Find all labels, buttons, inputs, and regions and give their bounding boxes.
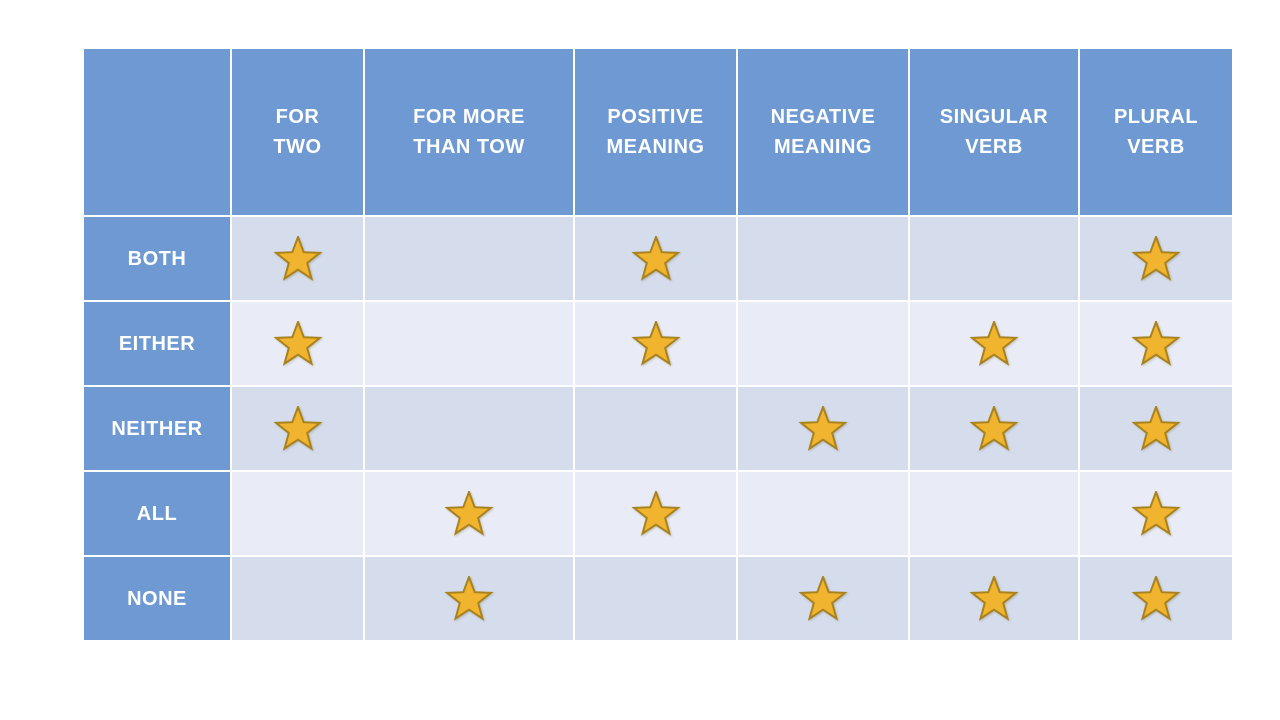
table-cell-starred xyxy=(736,385,910,472)
star-icon xyxy=(969,321,1019,366)
table-cell-starred xyxy=(908,385,1080,472)
star-icon xyxy=(1131,236,1181,281)
star-icon xyxy=(444,491,494,536)
table-cell-empty xyxy=(363,385,575,472)
table-cell-empty xyxy=(908,215,1080,302)
table-cell-starred xyxy=(1078,555,1234,642)
star-icon xyxy=(444,576,494,621)
table-cell-starred xyxy=(1078,215,1234,302)
star-icon xyxy=(272,236,323,281)
row-header: BOTH xyxy=(82,215,232,302)
table-cell-starred xyxy=(1078,300,1234,387)
table-cell-empty xyxy=(363,215,575,302)
table-cell-starred xyxy=(573,215,738,302)
table-cell-starred xyxy=(230,215,365,302)
row-header: NEITHER xyxy=(82,385,232,472)
row-header: NONE xyxy=(82,555,232,642)
table-cell-empty xyxy=(573,555,738,642)
table-cell-empty xyxy=(363,300,575,387)
star-icon xyxy=(272,406,323,451)
star-icon xyxy=(969,576,1019,621)
star-icon xyxy=(630,491,681,536)
table-cell-empty xyxy=(908,470,1080,557)
table-cell-starred xyxy=(573,470,738,557)
column-header-4: NEGATIVE MEANING xyxy=(736,47,910,217)
table-cell-starred xyxy=(363,555,575,642)
table-cell-starred xyxy=(230,385,365,472)
row-header: EITHER xyxy=(82,300,232,387)
table-row: ALL xyxy=(82,470,1234,557)
star-icon xyxy=(798,406,848,451)
star-icon xyxy=(630,321,681,366)
table-cell-starred xyxy=(908,300,1080,387)
table-row: BOTH xyxy=(82,215,1234,302)
star-icon xyxy=(969,406,1019,451)
table-cell-starred xyxy=(1078,385,1234,472)
table-row: NEITHER xyxy=(82,385,1234,472)
quantifiers-table: FOR TWO FOR MORE THAN TOW POSITIVE MEANING… xyxy=(82,47,1234,642)
table-cell-starred xyxy=(363,470,575,557)
table-cell-empty xyxy=(230,555,365,642)
column-header-6: PLURAL VERB xyxy=(1078,47,1234,217)
column-header-2: FOR MORE THAN TOW xyxy=(363,47,575,217)
table-cell-starred xyxy=(736,555,910,642)
header-row: FOR TWO FOR MORE THAN TOW POSITIVE MEANING… xyxy=(82,47,1234,217)
star-icon xyxy=(1131,406,1181,451)
column-header-3: POSITIVE MEANING xyxy=(573,47,738,217)
table-row: EITHER xyxy=(82,300,1234,387)
row-header: ALL xyxy=(82,470,232,557)
column-header-5: SINGULAR VERB xyxy=(908,47,1080,217)
table-row: NONE xyxy=(82,555,1234,642)
star-icon xyxy=(1131,576,1181,621)
table-cell-empty xyxy=(736,215,910,302)
column-header-1: FOR TWO xyxy=(230,47,365,217)
table-body: BOTH EITHER NEITHER ALL NONE xyxy=(82,215,1234,642)
table-cell-starred xyxy=(573,300,738,387)
corner-cell xyxy=(82,47,232,217)
star-icon xyxy=(798,576,848,621)
table-cell-empty xyxy=(230,470,365,557)
table-cell-starred xyxy=(1078,470,1234,557)
table-cell-empty xyxy=(573,385,738,472)
table-cell-empty xyxy=(736,300,910,387)
table-header: FOR TWO FOR MORE THAN TOW POSITIVE MEANING… xyxy=(82,47,1234,217)
star-icon xyxy=(1131,321,1181,366)
star-icon xyxy=(1131,491,1181,536)
star-icon xyxy=(272,321,323,366)
table-cell-empty xyxy=(736,470,910,557)
star-icon xyxy=(630,236,681,281)
table-cell-starred xyxy=(908,555,1080,642)
table-cell-starred xyxy=(230,300,365,387)
